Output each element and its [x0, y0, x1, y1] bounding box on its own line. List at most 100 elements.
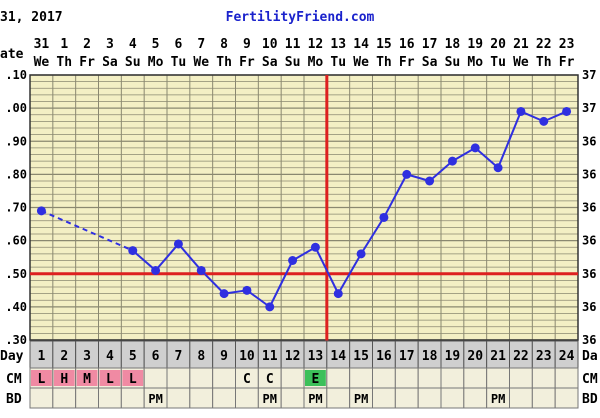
day-number: 17: [399, 349, 415, 364]
day-number: 2: [60, 349, 68, 364]
series-segment: [246, 289, 271, 308]
day-number: 11: [262, 349, 278, 364]
bd-cell: [235, 387, 259, 409]
day-row-label: Day: [0, 349, 24, 364]
day-number: 7: [175, 349, 183, 364]
bd-cell: [189, 387, 214, 409]
cm-cell: [509, 367, 533, 389]
day-number: 10: [239, 349, 255, 364]
date-label: 5: [152, 37, 160, 52]
day-number: 4: [106, 349, 114, 364]
right-tick-label: 36: [582, 234, 596, 248]
bd-code: PM: [491, 392, 505, 406]
series-segment: [200, 269, 225, 295]
series-segment: [360, 216, 385, 255]
data-point: [539, 116, 549, 126]
weekday-label: Th: [376, 55, 392, 70]
weekday-label: We: [34, 55, 50, 70]
cm-code: H: [60, 372, 68, 387]
series-segment: [314, 246, 340, 295]
weekday-label: Fr: [559, 55, 575, 70]
date-label: 31: [34, 37, 50, 52]
series-segment: [268, 260, 294, 308]
weekday-label: Su: [445, 55, 461, 70]
left-tick-label: .70: [5, 201, 27, 215]
bd-cell: [372, 387, 396, 409]
weekday-label: Su: [285, 55, 301, 70]
bd-cell: [554, 387, 579, 409]
weekday-label: Th: [536, 55, 552, 70]
bd-cell: [326, 387, 351, 409]
series-segment: [497, 111, 522, 169]
bd-cell: [29, 387, 54, 409]
date-label: 4: [129, 37, 137, 52]
bd-cell: [120, 387, 145, 409]
day-number: 3: [83, 349, 91, 364]
cm-cell: [166, 367, 191, 389]
date-label: 20: [490, 37, 506, 52]
cm-mark: [31, 370, 52, 386]
bd-cell: [75, 387, 99, 409]
cm-row-label: CM: [6, 372, 22, 387]
cm-cell: [531, 367, 556, 389]
series-segment: [383, 173, 408, 218]
date-label: 12: [308, 37, 324, 52]
series-segment: [428, 160, 454, 182]
data-point: [219, 289, 229, 299]
day-number: 16: [376, 349, 392, 364]
day-number: 15: [353, 349, 369, 364]
header-site: FertilityFriend.com: [226, 10, 375, 25]
day-number: 8: [197, 349, 205, 364]
weekday-label: Tu: [490, 55, 506, 70]
right-tick-label: 36: [582, 267, 596, 281]
cm-code: E: [312, 372, 320, 387]
cm-code: C: [243, 372, 251, 387]
date-label: 7: [197, 37, 205, 52]
plot-border: [29, 74, 579, 341]
data-point: [128, 246, 138, 256]
data-point: [173, 239, 183, 249]
data-point: [242, 285, 252, 295]
right-tick-label: 37: [582, 68, 596, 82]
bd-cell: [98, 387, 122, 409]
bd-cell: [417, 387, 442, 409]
left-axis-label: ate: [0, 47, 24, 62]
cm-cell: [394, 367, 419, 389]
day-row-label-right: Da: [582, 349, 598, 364]
weekday-label: Mo: [467, 55, 483, 70]
cm-mark: [53, 370, 75, 386]
date-label: 3: [106, 37, 114, 52]
weekday-label: Su: [125, 55, 141, 70]
plot-lines: [30, 75, 578, 370]
date-label: 10: [262, 37, 278, 52]
weekday-label: Tu: [330, 55, 346, 70]
data-point: [196, 265, 206, 275]
bd-cell: [166, 387, 191, 409]
date-label: 21: [513, 37, 529, 52]
axis-labels: .30.40.50.60.70.80.90.00.103636363636363…: [5, 37, 596, 347]
cm-code: L: [106, 372, 114, 387]
date-label: 11: [285, 37, 301, 52]
cm-cell: [440, 367, 465, 389]
bd-cell: [531, 387, 556, 409]
day-number: 1: [38, 349, 46, 364]
day-number: 9: [220, 349, 228, 364]
cm-cell: [554, 367, 579, 389]
data-point: [493, 163, 503, 173]
series-segment: [177, 243, 203, 272]
day-number: 14: [330, 349, 346, 364]
cm-mark: [99, 370, 121, 386]
weekday-label: Fr: [239, 55, 255, 70]
cm-cell: [143, 367, 168, 389]
cm-code: M: [83, 372, 91, 387]
series-segment: [474, 147, 499, 169]
date-label: 14: [353, 37, 369, 52]
left-tick-label: .10: [5, 68, 27, 82]
left-tick-label: .40: [5, 300, 27, 314]
date-label: 22: [536, 37, 552, 52]
data-point: [562, 106, 572, 116]
data-point: [425, 176, 435, 186]
data-point: [310, 242, 320, 252]
cm-code: L: [129, 372, 137, 387]
